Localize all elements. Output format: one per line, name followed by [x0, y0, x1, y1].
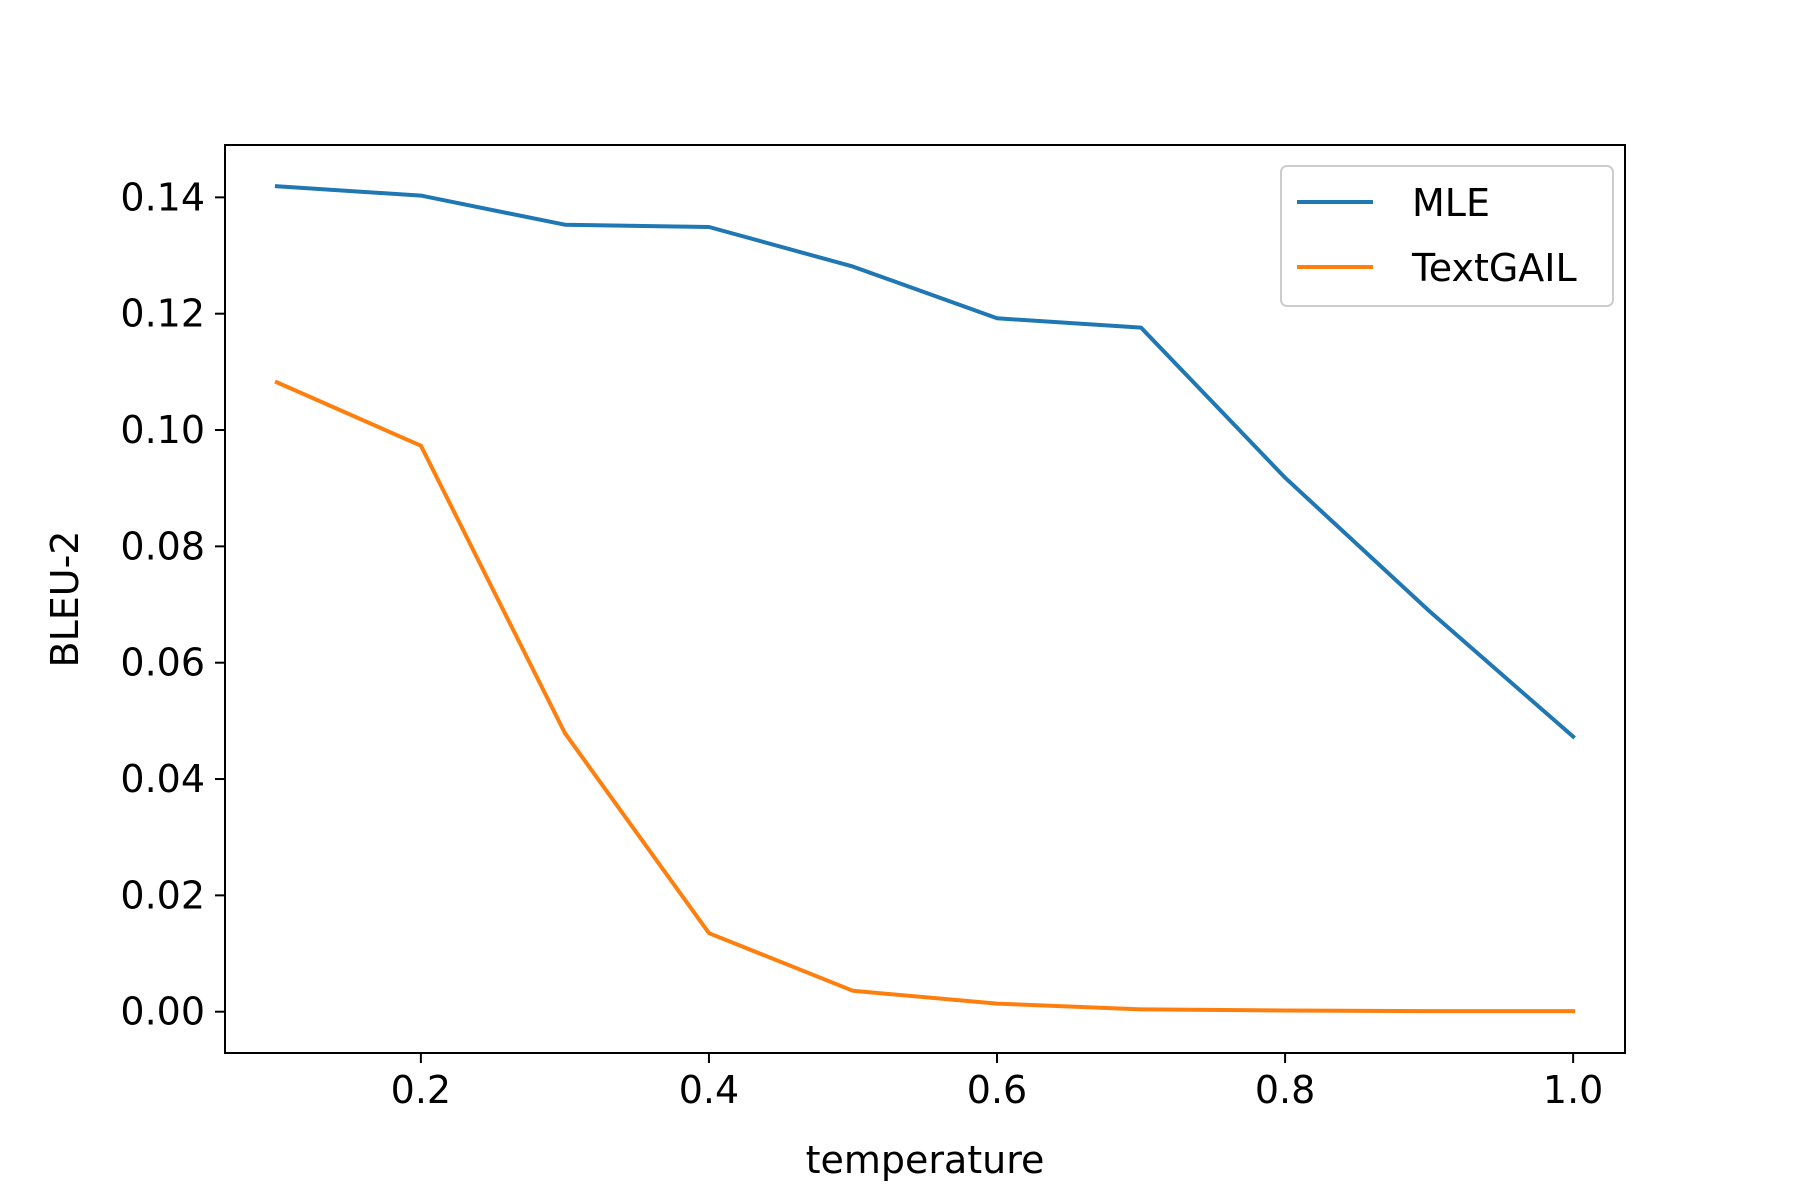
- y-axis: 0.00 0.02 0.04 0.06 0.08 0.10 0.12 0.14: [120, 175, 225, 1034]
- legend: MLE TextGAIL: [1280, 165, 1614, 307]
- y-tick-label: 0.00: [120, 990, 205, 1034]
- legend-label-mle: MLE: [1412, 181, 1490, 225]
- series-line-mle: [274, 184, 1576, 740]
- series-line-textgail: [274, 379, 1576, 1014]
- y-tick-label: 0.12: [120, 292, 205, 336]
- x-tick-label: 0.4: [679, 1068, 739, 1112]
- y-tick-label: 0.02: [120, 873, 205, 917]
- y-tick-label: 0.06: [120, 641, 205, 685]
- x-tick-label: 1.0: [1543, 1068, 1603, 1112]
- y-tick-label: 0.04: [120, 757, 205, 801]
- legend-label-textgail: TextGAIL: [1411, 246, 1577, 290]
- y-tick-label: 0.14: [120, 175, 205, 219]
- x-axis-label: temperature: [806, 1138, 1045, 1182]
- x-tick-label: 0.6: [967, 1068, 1027, 1112]
- x-tick-label: 0.2: [391, 1068, 451, 1112]
- y-tick-label: 0.08: [120, 524, 205, 568]
- plot-area-frame: [224, 144, 1626, 1054]
- x-tick-label: 0.8: [1255, 1068, 1315, 1112]
- x-axis: 0.2 0.4 0.6 0.8 1.0: [391, 1053, 1603, 1112]
- y-tick-label: 0.10: [120, 408, 205, 452]
- y-axis-label: BLEU-2: [43, 531, 87, 668]
- series-layer: [274, 184, 1576, 1014]
